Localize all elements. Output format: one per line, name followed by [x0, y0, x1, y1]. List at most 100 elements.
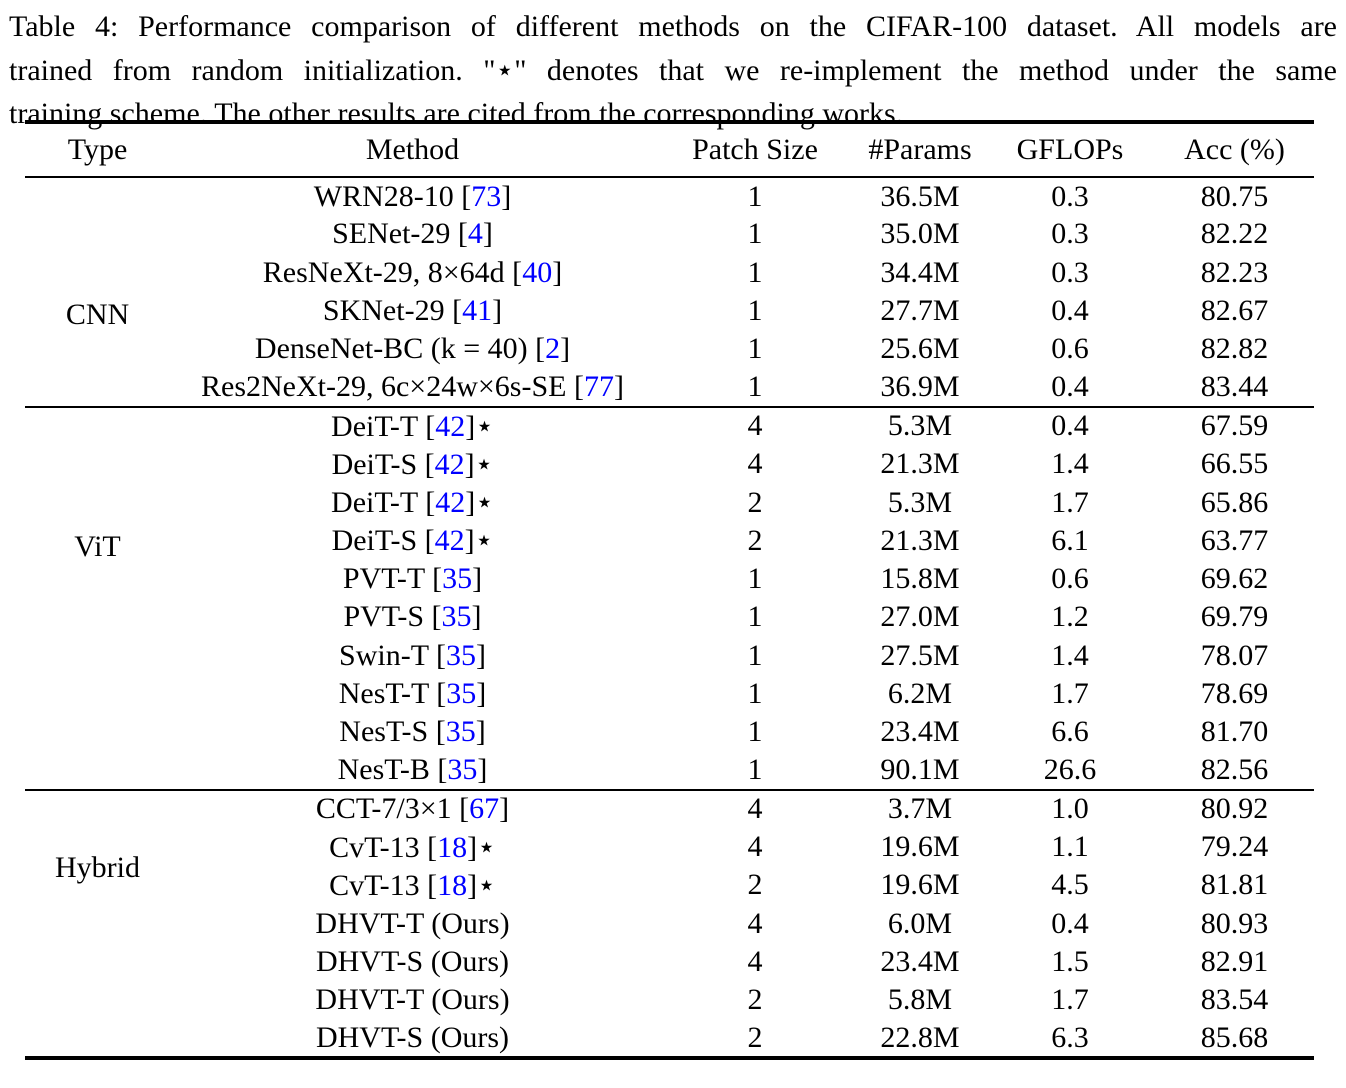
params-value: 35.0M [880, 217, 960, 251]
citation-link[interactable]: 18 [437, 868, 468, 902]
table-row: CNN WRN28-10 [73] 1 36.5M 0.3 80.75 [25, 177, 1314, 331]
citation-link[interactable]: 73 [471, 179, 502, 213]
gflops-value: 6.1 [1051, 523, 1089, 557]
table-row: SKNet-29 [41] 1 27.7M 0.4 82.67 [25, 292, 1314, 330]
section-vit: ViT DeiT-T [42]⋆ 4 5.3M 0.4 67.59 DeiT-S… [25, 406, 1314, 790]
method-suffix: ]⋆ [467, 830, 496, 864]
patch-size-value: 1 [747, 370, 763, 404]
method-suffix: ] [552, 255, 563, 289]
acc-value: 83.44 [1200, 370, 1269, 404]
results-table: Type Method Patch Size #Params GFLOPs Ac… [25, 120, 1314, 1060]
acc-value: 82.91 [1200, 945, 1269, 979]
gflops-value: 6.6 [1051, 715, 1089, 749]
patch-size-value: 2 [747, 485, 763, 519]
citation-link[interactable]: 77 [583, 370, 614, 404]
method-cell: DHVT-T (Ours) [170, 905, 655, 943]
method-suffix: ] [501, 179, 512, 213]
results-table-area: Type Method Patch Size #Params GFLOPs Ac… [25, 120, 1314, 1060]
gflops-value: 6.3 [1051, 1020, 1089, 1054]
method-cell: CCT-7/3×1 [67] [170, 790, 655, 828]
gflops-value: 0.3 [1051, 217, 1089, 251]
type-label: CNN [65, 298, 130, 331]
method-name: ResNeXt-29, 8×64d [ [262, 255, 523, 289]
method-cell: DeiT-T [42]⋆ [170, 483, 655, 521]
gflops-value: 0.6 [1051, 332, 1089, 366]
params-value: 5.8M [887, 983, 953, 1017]
params-value: 6.0M [887, 906, 953, 940]
citation-link[interactable]: 35 [445, 715, 476, 749]
method-name: DeiT-T [ [331, 409, 436, 443]
citation-link[interactable]: 40 [522, 255, 553, 289]
method-suffix: ]⋆ [464, 524, 494, 558]
params-value: 27.5M [880, 638, 960, 672]
gflops-value: 1.4 [1051, 447, 1089, 481]
table-row: Res2NeXt-29, 6c×24w×6s-SE [77] 1 36.9M 0… [25, 368, 1314, 406]
acc-value: 80.93 [1200, 906, 1269, 940]
patch-size-value: 2 [747, 523, 763, 557]
citation-link[interactable]: 4 [467, 217, 483, 251]
method-suffix: ] [477, 753, 488, 787]
col-header-gflops: GFLOPs [1016, 133, 1124, 166]
method-suffix: ] [482, 217, 493, 251]
method-name: CvT-13 [ [329, 868, 438, 902]
method-name: SENet-29 [ [332, 217, 468, 251]
params-value: 25.6M [880, 332, 960, 366]
patch-size-value: 1 [747, 332, 763, 366]
method-name: CCT-7/3×1 [ [315, 792, 470, 826]
citation-link[interactable]: 35 [447, 753, 478, 787]
acc-value: 69.79 [1200, 600, 1269, 634]
method-cell: NesT-S [35] [170, 713, 655, 751]
patch-size-value: 2 [747, 868, 763, 902]
params-value: 19.6M [880, 830, 960, 864]
citation-link[interactable]: 42 [434, 524, 465, 558]
method-suffix: ]⋆ [465, 409, 494, 443]
method-cell: DHVT-T (Ours) [170, 981, 655, 1019]
citation-link[interactable]: 42 [435, 409, 466, 443]
citation-link[interactable]: 42 [434, 447, 465, 481]
citation-link[interactable]: 35 [442, 562, 473, 596]
gflops-value: 1.4 [1051, 638, 1089, 672]
table-row: Swin-T [35] 1 27.5M 1.4 78.07 [25, 637, 1314, 675]
patch-size-value: 4 [747, 409, 763, 443]
gflops-value: 0.4 [1051, 370, 1089, 404]
patch-size-value: 1 [747, 638, 763, 672]
method-cell: WRN28-10 [73] [170, 177, 655, 215]
citation-link[interactable]: 35 [441, 600, 472, 634]
gflops-value: 1.1 [1051, 830, 1089, 864]
params-value: 27.0M [880, 600, 960, 634]
citation-link[interactable]: 42 [435, 486, 466, 520]
gflops-value: 0.4 [1051, 906, 1089, 940]
patch-size-value: 4 [747, 447, 763, 481]
type-cell: Hybrid [25, 790, 170, 1058]
acc-value: 82.23 [1200, 255, 1269, 289]
method-suffix: ] [560, 332, 571, 366]
method-suffix: ] [499, 792, 510, 826]
citation-link[interactable]: 41 [462, 294, 493, 328]
acc-value: 67.59 [1200, 409, 1269, 443]
citation-link[interactable]: 18 [437, 830, 468, 864]
method-name: Res2NeXt-29, 6c×24w×6s-SE [ [201, 370, 584, 404]
gflops-value: 26.6 [1043, 753, 1097, 787]
acc-value: 82.22 [1200, 217, 1269, 251]
method-cell: SENet-29 [4] [170, 215, 655, 253]
citation-link[interactable]: 35 [446, 677, 477, 710]
citation-link[interactable]: 2 [545, 332, 561, 366]
method-name: SKNet-29 [ [322, 294, 463, 328]
col-header-method: Method [365, 133, 460, 166]
table-row: DeiT-S [42]⋆ 4 21.3M 1.4 66.55 [25, 445, 1314, 483]
method-cell: CvT-13 [18]⋆ [170, 866, 655, 904]
caption-line-3: training scheme. The other results are c… [9, 97, 904, 130]
citation-link[interactable]: 67 [469, 792, 500, 826]
gflops-value: 4.5 [1051, 868, 1089, 902]
citation-link[interactable]: 35 [445, 638, 476, 672]
table-row: ResNeXt-29, 8×64d [40] 1 34.4M 0.3 82.23 [25, 254, 1314, 292]
params-value: 22.8M [880, 1020, 960, 1054]
method-name: PVT-S [ [343, 600, 442, 634]
method-name: NesT-B [ [337, 753, 448, 787]
method-name: DHVT-S (Ours) [315, 945, 510, 979]
params-value: 21.3M [880, 523, 960, 557]
table-row: PVT-T [35] 1 15.8M 0.6 69.62 [25, 560, 1314, 598]
table-row: DHVT-T (Ours) 4 6.0M 0.4 80.93 [25, 905, 1314, 943]
table-row: DHVT-S (Ours) 4 23.4M 1.5 82.91 [25, 943, 1314, 981]
